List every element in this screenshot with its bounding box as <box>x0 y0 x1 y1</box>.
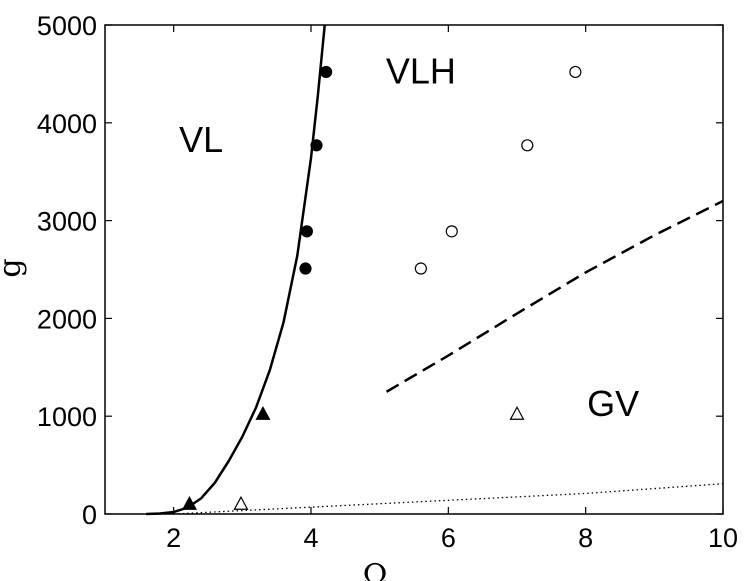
region-label-vl: VL <box>179 119 223 160</box>
filled-circle-point <box>300 225 313 238</box>
open-circle-point <box>569 65 582 79</box>
y-tick-label: 5000 <box>37 11 97 41</box>
filled-triangle-point <box>181 495 197 510</box>
open-triangle-point <box>233 495 249 510</box>
x-tick-label: 10 <box>708 523 738 553</box>
dotted-curve <box>173 483 724 515</box>
x-axis-label: Ω <box>363 558 388 581</box>
y-tick-label: 3000 <box>37 207 97 237</box>
filled-circle-point <box>310 139 323 152</box>
open-circle-point <box>445 225 458 238</box>
open-triangle-point <box>509 405 525 420</box>
region-label-vlh: VLH <box>386 51 456 92</box>
solid-curve <box>146 24 326 516</box>
curves-layer <box>146 24 724 516</box>
filled-circle-point <box>320 65 333 79</box>
y-axis-label: g <box>0 258 28 277</box>
markers-layer <box>181 65 582 510</box>
x-tick-label: 6 <box>441 523 456 553</box>
plot-frame <box>104 24 724 515</box>
region-label-gv: GV <box>587 383 639 424</box>
y-tick-label: 1000 <box>37 402 97 432</box>
x-tick-label: 8 <box>578 523 593 553</box>
filled-triangle-point <box>255 405 271 420</box>
labels-layer: VL VLH GV <box>179 51 639 425</box>
y-tick-label: 4000 <box>37 109 97 139</box>
dashed-curve <box>385 199 724 393</box>
x-tick-label: 4 <box>303 523 318 553</box>
filled-circle-point <box>299 262 312 275</box>
y-tick-label: 2000 <box>37 304 97 334</box>
y-tick-label: 0 <box>82 500 97 530</box>
ticks-layer: 2 4 6 8 10 0 1000 2000 3000 4000 5000 <box>37 11 738 553</box>
open-circle-point <box>521 139 534 152</box>
open-circle-point <box>414 262 427 275</box>
x-tick-label: 2 <box>166 523 181 553</box>
